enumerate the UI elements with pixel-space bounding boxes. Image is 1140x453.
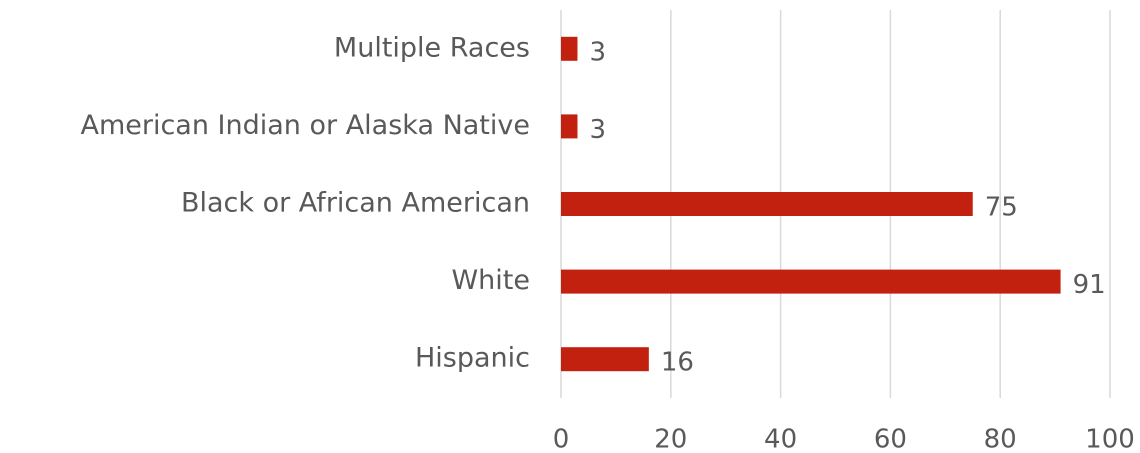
data-label: 3	[589, 115, 606, 145]
x-tick-label: 60	[874, 425, 907, 453]
data-label: 3	[589, 37, 606, 67]
y-tick-label: White	[451, 265, 530, 296]
bar	[561, 114, 578, 139]
x-tick-label: 20	[654, 425, 687, 453]
y-tick-label: Multiple Races	[334, 32, 530, 63]
data-label: 75	[985, 193, 1018, 223]
data-label: 16	[661, 348, 694, 378]
y-tick-label: Black or African American	[181, 188, 530, 219]
x-tick-label: 40	[764, 425, 797, 453]
data-label: 91	[1073, 270, 1106, 300]
bar	[561, 36, 578, 61]
bar	[561, 269, 1061, 294]
y-tick-label: Hispanic	[415, 343, 530, 374]
x-tick-label: 80	[984, 425, 1017, 453]
bar	[561, 192, 973, 216]
bar	[561, 347, 649, 372]
x-tick-label: 100	[1085, 425, 1135, 453]
x-tick-label: 0	[553, 425, 570, 453]
y-tick-label: American Indian or Alaska Native	[80, 110, 530, 141]
